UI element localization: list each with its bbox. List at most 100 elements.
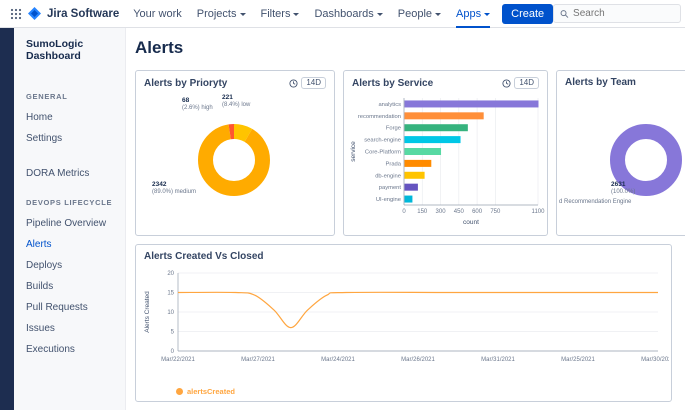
svg-text:Mar/26/2021: Mar/26/2021 [401,357,435,363]
sidebar-item-executions[interactable]: Executions [26,344,75,355]
sidebar-item-alerts[interactable]: Alerts [26,239,52,250]
svg-text:450: 450 [454,209,465,215]
donut-label-low: 221 (8.4%) low [222,94,251,109]
donut-label-high: 68 (2.6%) high [182,97,213,112]
create-button[interactable]: Create [502,3,554,24]
donut-label-medium: 2342 (89.0%) medium [152,181,197,196]
legend-marker [176,388,183,395]
svg-text:search-engine: search-engine [364,138,401,144]
chevron-down-icon [435,12,442,16]
sidebar-heading-general: GENERAL [26,92,68,101]
svg-text:UI-engine: UI-engine [376,197,401,203]
svg-text:300: 300 [436,209,447,215]
sidebar: SumoLogic Dashboard GENERAL Home Setting… [14,28,126,410]
svg-text:count: count [463,219,479,226]
nav-item-people[interactable]: People [398,0,442,28]
svg-text:Mar/25/2021: Mar/25/2021 [561,357,595,363]
svg-text:150: 150 [417,209,428,215]
page-title: Alerts [135,38,184,57]
card-title: Alerts by Service [352,77,434,89]
legend-label: alertsCreated [187,387,235,396]
search-icon [560,9,569,18]
svg-text:Mar/31/2021: Mar/31/2021 [481,357,515,363]
time-range-selector[interactable]: 14D [502,77,539,89]
sidebar-item-pull-requests[interactable]: Pull Requests [26,302,88,313]
clock-icon [289,78,298,88]
alerts-created-line-chart: 0 5 10 15 20 Mar/22/2021 Mar/27/2021 Mar/24/202… [144,271,669,363]
donut-label-team-name: d Recommendation Engine [559,199,632,205]
card-header: Alerts by Service 14D [344,71,547,91]
svg-text:0: 0 [171,349,175,355]
card-alerts-created-vs-closed: Alerts Created Vs Closed 0 5 10 15 20 Mar/22/… [135,244,672,402]
app-title: Jira Software [47,7,120,20]
main-content: Alerts Alerts by Prioryty 14D 68 (2.6%) … [126,28,685,410]
donut-label-team-value: 2631 (100.0%) [611,181,636,196]
card-title: Alerts by Team [565,77,636,88]
svg-text:5: 5 [171,330,175,336]
card-title: Alerts Created Vs Closed [144,251,264,262]
search-box[interactable] [553,4,682,23]
sidebar-item-settings[interactable]: Settings [26,133,63,144]
card-header: Alerts Created Vs Closed [136,245,671,264]
team-donut-chart [610,124,682,196]
svg-text:Mar/24/2021: Mar/24/2021 [321,357,355,363]
app-switcher-icon[interactable] [10,8,22,20]
range-badge: 14D [301,77,326,89]
svg-text:600: 600 [472,209,483,215]
chevron-down-icon [376,12,383,16]
svg-text:db-engine: db-engine [375,173,401,179]
top-navigation: Jira Software Your work Projects Filters… [0,0,685,28]
chevron-down-icon [239,12,246,16]
svg-text:0: 0 [402,209,406,215]
card-alerts-by-priority: Alerts by Prioryty 14D 68 (2.6%) high 22… [135,70,335,236]
time-range-selector[interactable]: 14D [289,77,326,89]
priority-donut-chart [198,124,270,196]
sidebar-item-issues[interactable]: Issues [26,323,55,334]
nav-item-apps[interactable]: Apps [456,0,491,28]
sidebar-item-deploys[interactable]: Deploys [26,260,63,271]
card-alerts-by-team: Alerts by Team 2631 (100.0%) d Recommend… [556,70,685,236]
nav-item-filters[interactable]: Filters [261,0,300,28]
svg-text:payment: payment [379,185,402,191]
card-header: Alerts by Prioryty 14D [136,71,334,91]
svg-text:Mar/30/2021: Mar/30/2021 [641,357,669,363]
clock-icon [502,78,511,88]
svg-text:Alerts Created: Alerts Created [144,291,151,333]
jira-logo-icon[interactable] [28,7,41,20]
chevron-down-icon [293,12,300,16]
range-badge: 14D [514,77,539,89]
app-navigation-rail[interactable] [0,28,14,410]
sidebar-item-pipeline-overview[interactable]: Pipeline Overview [26,218,107,229]
svg-text:recommendation: recommendation [358,114,401,120]
svg-text:Mar/22/2021: Mar/22/2021 [161,357,195,363]
sidebar-heading-devops-lifecycle: DEVOPS LIFECYCLE [26,198,113,207]
svg-text:analytics: analytics [378,102,401,108]
svg-text:Forge: Forge [386,126,401,132]
svg-text:15: 15 [167,291,174,297]
sidebar-spacer [26,149,121,163]
nav-item-your-work[interactable]: Your work [133,7,182,20]
card-title: Alerts by Prioryty [144,77,228,89]
svg-text:service: service [350,141,357,162]
nav-item-projects[interactable]: Projects [197,0,246,28]
svg-text:Prada: Prada [386,161,402,167]
nav-right-cluster [553,4,685,23]
sidebar-item-builds[interactable]: Builds [26,281,54,292]
svg-text:Core-Platform: Core-Platform [365,150,401,156]
sidebar-item-home[interactable]: Home [26,112,53,123]
brand-area: Jira Software [10,7,119,20]
svg-text:750: 750 [490,209,501,215]
nav-item-dashboards[interactable]: Dashboards [314,0,383,28]
search-input[interactable] [573,8,675,19]
sidebar-spacer [26,184,121,198]
card-alerts-by-service: Alerts by Service 14D 0 150 300 450 600 750 11… [343,70,548,236]
sidebar-item-dora-metrics[interactable]: DORA Metrics [26,168,90,179]
card-header: Alerts by Team [557,71,685,90]
dashboard-cards-row: Alerts by Prioryty 14D 68 (2.6%) high 22… [135,70,685,236]
svg-text:10: 10 [167,310,174,316]
svg-text:Mar/27/2021: Mar/27/2021 [241,357,275,363]
nav-menu: Your work Projects Filters Dashboards Pe… [133,0,491,28]
svg-text:1100: 1100 [532,209,546,215]
legend-item-alerts-created[interactable]: alertsCreated [176,387,235,396]
